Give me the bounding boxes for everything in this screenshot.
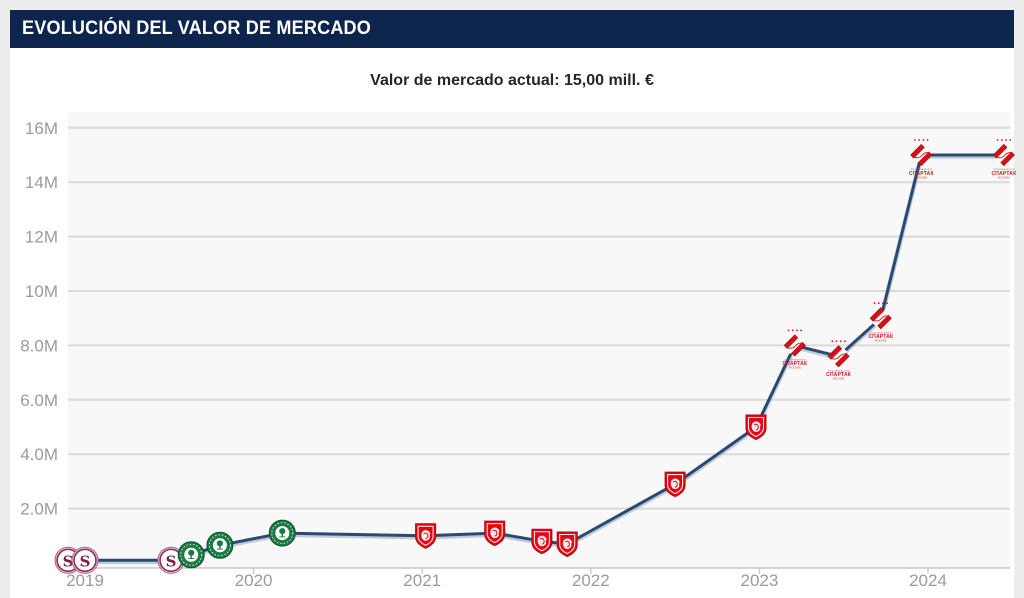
- star-icon: [1000, 139, 1003, 141]
- spartak-toplabel: ФУТБОЛЬНЫЙ КЛУБ: [784, 359, 806, 362]
- horse-emblem-icon: [751, 421, 761, 433]
- horse-emblem-icon: [421, 530, 431, 541]
- horse-emblem-detail: [564, 540, 570, 548]
- horse-emblem-detail: [492, 529, 498, 537]
- horse-emblem-detail: [539, 537, 545, 545]
- star-icon: [796, 329, 798, 332]
- tree-crown-icon: [216, 540, 223, 547]
- red-shield-inner-line: [533, 531, 550, 552]
- green-crest-text-ring: [180, 543, 203, 566]
- s-crest-letter: S: [63, 552, 74, 570]
- tree-crown-icon: [188, 549, 195, 556]
- star-icon: [844, 340, 846, 343]
- spartak-script: [832, 353, 846, 360]
- marker-green-tree-crest[interactable]: [268, 519, 296, 547]
- spartak-label: СПАРТАК: [826, 372, 852, 378]
- s-crest-letter: S: [166, 552, 177, 570]
- marker-s-crest[interactable]: S: [71, 546, 99, 574]
- marker-red-shield-crest[interactable]: [556, 531, 578, 558]
- star-icon: [914, 139, 916, 141]
- green-crest-text-ring: [271, 522, 294, 544]
- spartak-toplabel: ФУТБОЛЬНЫЙ КЛУБ: [828, 370, 850, 373]
- spartak-toplabel: ФУТБОЛЬНЫЙ КЛУБ: [993, 168, 1015, 171]
- spartak-label: СПАРТАК: [909, 171, 935, 177]
- spartak-band: [786, 336, 804, 354]
- star-icon: [791, 329, 794, 332]
- marker-red-shield-crest[interactable]: [415, 523, 437, 549]
- star-icon: [835, 340, 838, 343]
- spartak-toplabel: ФУТБОЛЬНЫЙ КЛУБ: [911, 168, 933, 171]
- spartak-band: [995, 146, 1013, 164]
- marker-green-tree-crest[interactable]: [177, 541, 205, 569]
- star-icon: [996, 139, 999, 141]
- market-value-panel: EVOLUCIÓN DEL VALOR DE MERCADO Valor de …: [10, 10, 1014, 598]
- marker-red-shield-crest[interactable]: [664, 471, 686, 498]
- star-icon: [926, 139, 929, 141]
- red-shield-inner-line: [747, 416, 765, 438]
- spartak-label: СПАРТАК: [782, 361, 808, 367]
- horse-emblem-detail: [423, 532, 429, 540]
- red-shield-inner-line: [486, 523, 503, 544]
- marker-s-crest[interactable]: S: [157, 546, 185, 574]
- red-shield-inner-line: [417, 525, 434, 546]
- star-icon: [1009, 139, 1012, 141]
- red-shield-inner-line: [667, 474, 684, 495]
- red-shield-inner-line: [559, 533, 576, 555]
- spartak-sublabel: МОСКВА: [875, 339, 887, 343]
- star-icon: [882, 302, 884, 305]
- marker-red-shield-crest[interactable]: [745, 414, 767, 441]
- horse-emblem-icon: [537, 535, 547, 547]
- star-icon: [877, 302, 880, 305]
- spartak-band: [912, 146, 930, 164]
- star-icon: [800, 329, 802, 332]
- spartak-label: СПАРТАК: [991, 171, 1017, 177]
- tree-trunk-icon: [219, 545, 221, 549]
- star-icon: [1005, 139, 1007, 141]
- spartak-sublabel: МОСКВА: [998, 175, 1010, 179]
- s-crest-letter: S: [80, 552, 91, 570]
- horse-emblem-icon: [670, 478, 680, 490]
- spartak-script: [788, 342, 802, 349]
- star-icon: [886, 302, 888, 305]
- spartak-band: [830, 347, 848, 365]
- marker-red-shield-crest[interactable]: [484, 520, 506, 547]
- tree-trunk-icon: [281, 533, 283, 537]
- star-icon: [839, 340, 842, 343]
- star-icon: [918, 139, 921, 141]
- star-icon: [831, 340, 834, 343]
- marker-red-shield-crest[interactable]: [531, 528, 553, 555]
- star-icon: [873, 302, 876, 305]
- spartak-label: СПАРТАК: [868, 334, 894, 340]
- horse-emblem-detail: [753, 423, 759, 431]
- spartak-toplabel: ФУТБОЛЬНЫЙ КЛУБ: [870, 331, 892, 334]
- spartak-sublabel: МОСКВА: [789, 366, 801, 370]
- tree-trunk-icon: [190, 554, 192, 559]
- marker-green-tree-crest[interactable]: [206, 531, 234, 559]
- star-icon: [787, 329, 790, 332]
- spartak-script: [997, 152, 1011, 159]
- spartak-script: [914, 152, 928, 159]
- horse-emblem-icon: [490, 527, 500, 539]
- spartak-sublabel: МОСКВА: [833, 377, 845, 381]
- spartak-sublabel: МОСКВА: [915, 175, 927, 179]
- section-title: EVOLUCIÓN DEL VALOR DE MERCADO: [22, 18, 372, 39]
- horse-emblem-detail: [672, 480, 678, 488]
- spartak-band: [872, 309, 890, 327]
- horse-emblem-icon: [562, 538, 572, 550]
- section-header: EVOLUCIÓN DEL VALOR DE MERCADO: [10, 10, 1014, 48]
- s-crest-face: [73, 548, 97, 573]
- current-market-value-text: Valor de mercado actual: 15,00 mill. €: [370, 72, 654, 89]
- spartak-script: [874, 315, 888, 322]
- star-icon: [922, 139, 925, 141]
- green-crest-text-ring: [208, 534, 231, 557]
- tree-crown-icon: [279, 528, 286, 535]
